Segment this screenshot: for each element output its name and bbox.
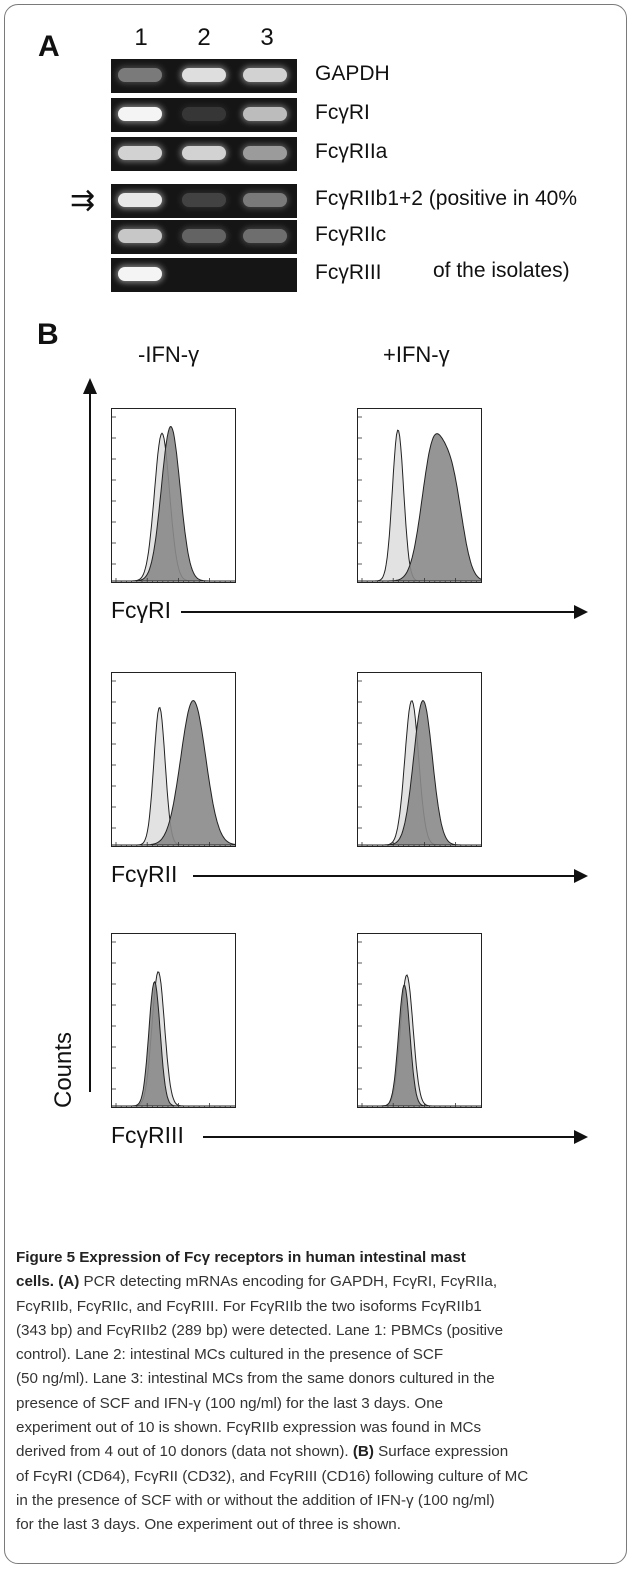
x-axis-line: [203, 1136, 574, 1138]
gel-row: [111, 220, 297, 254]
gel-row-label: FcγRI: [315, 101, 370, 124]
flow-histogram: [111, 408, 236, 583]
caption-segment: Surface expression: [373, 1443, 509, 1461]
x-axis-label: FcγRI: [111, 597, 172, 623]
caption-line: presence of SCF and IFN-γ (100 ng/ml) fo…: [16, 1392, 619, 1416]
gel-band: [182, 107, 226, 121]
x-axis-arrow-icon: [574, 1130, 588, 1144]
y-axis-line: [89, 392, 91, 1092]
gel-row: [111, 59, 297, 93]
lane-number-1: 1: [134, 24, 148, 51]
y-axis-arrow-icon: [83, 378, 97, 394]
gel-band: [243, 68, 287, 82]
y-axis-label: Counts: [50, 1031, 77, 1108]
gel-band: [243, 146, 287, 160]
gel-row-label: FcγRIIb1+2 (positive in 40%: [315, 187, 578, 210]
stained-histogram: [358, 984, 481, 1107]
caption-segment: in the presence of SCF with or without t…: [16, 1491, 495, 1509]
x-axis-label: FcγRIII: [111, 1122, 184, 1148]
caption-segment: (B): [352, 1443, 374, 1461]
gel-band: [118, 146, 162, 160]
panel-b-letter: B: [37, 318, 59, 351]
condition-header-plus-ifn: +IFN-γ: [383, 342, 450, 367]
caption-segment: experiment out of 10 is shown. FcγRIIb e…: [16, 1419, 482, 1437]
x-axis-arrow-icon: [574, 869, 588, 883]
gel-band: [118, 68, 162, 82]
gel-row: [111, 184, 297, 218]
flow-histogram: [357, 933, 482, 1108]
flow-histogram: [357, 408, 482, 583]
caption-segment: (50 ng/ml). Lane 3: intestinal MCs from …: [16, 1370, 495, 1388]
caption-line: derived from 4 out of 10 donors (data no…: [16, 1440, 619, 1464]
caption-line: in the presence of SCF with or without t…: [16, 1489, 619, 1513]
gel-row: [111, 258, 297, 292]
flow-histogram: [357, 672, 482, 847]
x-axis-line: [181, 611, 574, 613]
gel-band: [118, 107, 162, 121]
caption-line: FcγRIIb, FcγRIIc, and FcγRIII. For FcγRI…: [16, 1295, 619, 1319]
gel-band: [243, 107, 287, 121]
gel-row-label: FcγRIIc: [315, 223, 387, 246]
isotype-histogram: [112, 971, 235, 1107]
caption-line: (343 bp) and FcγRIIb2 (289 bp) were dete…: [16, 1319, 619, 1343]
caption-segment: (343 bp) and FcγRIIb2 (289 bp) were dete…: [16, 1321, 504, 1339]
caption-line: of FcγRI (CD64), FcγRII (CD32), and FcγR…: [16, 1465, 619, 1489]
panel-a-letter: A: [38, 30, 60, 63]
flow-histogram: [111, 933, 236, 1108]
stained-histogram: [358, 433, 481, 582]
caption-segment: FcγRIIb, FcγRIIc, and FcγRIII. For FcγRI…: [16, 1297, 482, 1315]
lane-number-3: 3: [260, 24, 274, 51]
gel-band: [118, 267, 162, 281]
caption-body: cells. (A) PCR detecting mRNAs encoding …: [16, 1270, 619, 1537]
caption-segment: PCR detecting mRNAs encoding for GAPDH, …: [79, 1273, 498, 1291]
caption-line: experiment out of 10 is shown. FcγRIIb e…: [16, 1416, 619, 1440]
stained-histogram: [112, 426, 235, 582]
stained-histogram: [112, 980, 235, 1107]
double-arrow-icon: ⇉: [70, 184, 96, 217]
gel-row: [111, 98, 297, 132]
gel-row-label: FcγRIIa: [315, 140, 388, 163]
caption-line: (50 ng/ml). Lane 3: intestinal MCs from …: [16, 1367, 619, 1391]
caption-line: control). Lane 2: intestinal MCs culture…: [16, 1343, 619, 1367]
gel-band: [182, 68, 226, 82]
caption-segment: (A): [58, 1273, 80, 1291]
gel-band: [182, 229, 226, 243]
caption-segment: presence of SCF and IFN-γ (100 ng/ml) fo…: [16, 1394, 444, 1412]
gel-row: [111, 137, 297, 171]
flow-histogram: [111, 672, 236, 847]
caption-segment: derived from 4 out of 10 donors (data no…: [16, 1443, 353, 1461]
condition-header-minus-ifn: -IFN-γ: [138, 342, 200, 367]
gel-band: [182, 193, 226, 207]
stained-histogram: [112, 699, 235, 846]
caption-segment: for the last 3 days. One experiment out …: [16, 1516, 401, 1534]
stained-histogram: [358, 700, 481, 846]
caption-segment: control). Lane 2: intestinal MCs culture…: [16, 1346, 444, 1364]
isotype-histogram: [358, 974, 481, 1107]
gel-band: [118, 193, 162, 207]
caption-line: cells. (A) PCR detecting mRNAs encoding …: [16, 1270, 619, 1294]
x-axis-arrow-icon: [574, 605, 588, 619]
gel-row-label: FcγRIII: [315, 261, 382, 284]
gel-row-label: GAPDH: [315, 62, 390, 85]
caption-line: for the last 3 days. One experiment out …: [16, 1513, 619, 1537]
gel-band: [182, 146, 226, 160]
figure-frame: [4, 4, 627, 1564]
gel-label-continuation: of the isolates): [433, 259, 570, 282]
x-axis-label: FcγRII: [111, 861, 178, 887]
x-axis-line: [193, 875, 574, 877]
caption-segment: cells.: [16, 1273, 59, 1291]
lane-number-2: 2: [197, 24, 211, 51]
figure-caption: Figure 5 Expression of Fcγ receptors in …: [16, 1246, 619, 1538]
caption-title: Figure 5 Expression of Fcγ receptors in …: [16, 1249, 466, 1266]
gel-band: [118, 229, 162, 243]
gel-band: [243, 229, 287, 243]
gel-band: [243, 193, 287, 207]
caption-segment: of FcγRI (CD64), FcγRII (CD32), and FcγR…: [16, 1467, 529, 1485]
